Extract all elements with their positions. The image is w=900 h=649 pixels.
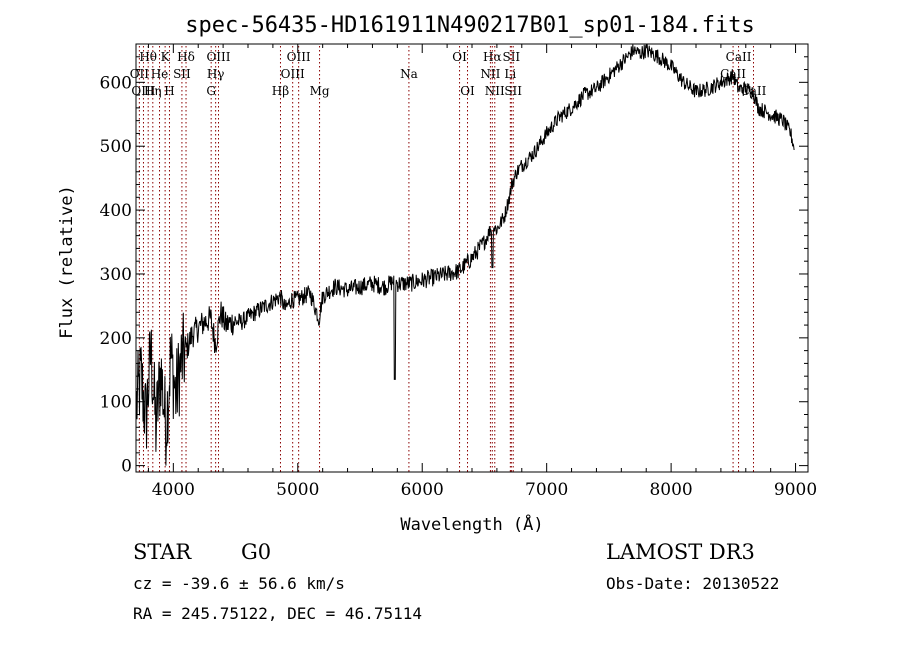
spectrum-line (136, 44, 795, 466)
line-label-6: SII (173, 67, 191, 81)
chart-title: spec-56435-HD161911N490217B01_sp01-184.f… (185, 13, 755, 38)
line-label-10: Hγ (207, 67, 225, 81)
line-label-18: OI (460, 84, 475, 98)
line-label-7: H (164, 84, 174, 98)
subclass-label: G0 (241, 540, 272, 564)
x-tick-label-1: 5000 (276, 480, 319, 500)
coordinates: RA = 245.75122, DEC = 46.75114 (133, 604, 422, 623)
x-axis-label: Wavelength (Å) (400, 513, 543, 535)
obs-date: Obs-Date: 20130522 (606, 574, 780, 593)
y-tick-label-6: 600 (100, 73, 132, 93)
x-tick-label-2: 6000 (401, 480, 444, 500)
line-label-8: Hδ (177, 50, 195, 64)
line-label-16: Na (400, 67, 418, 81)
line-label-3: K (161, 50, 171, 64)
line-label-17: OI (452, 50, 467, 64)
line-label-21: NII (485, 84, 505, 98)
y-tick-label-1: 100 (100, 393, 132, 413)
y-axis-label: Flux (relative) (57, 185, 77, 339)
line-label-25: CaII (726, 50, 752, 64)
line-label-9: OIII (206, 50, 230, 64)
line-label-5: Hη (144, 84, 162, 98)
x-tick-label-4: 8000 (649, 480, 692, 500)
line-label-23: Li (504, 67, 516, 81)
line-label-14: OIII (281, 67, 305, 81)
x-tick-label-0: 4000 (152, 480, 195, 500)
line-label-4: He (151, 67, 169, 81)
line-label-13: OIII (287, 50, 311, 64)
line-label-0: Hθ (139, 50, 157, 64)
line-label-22: SII (502, 50, 520, 64)
line-label-24: SII (504, 84, 522, 98)
spectrum-chart: spec-56435-HD161911N490217B01_sp01-184.f… (57, 13, 817, 535)
x-tick-label-3: 7000 (525, 480, 568, 500)
line-label-19: Hα (483, 50, 502, 64)
y-tick-label-2: 200 (100, 329, 132, 349)
class-label: STAR (133, 540, 192, 564)
x-tick-label-5: 9000 (774, 480, 817, 500)
survey-label: LAMOST DR3 (606, 540, 755, 564)
redshift-readout: cz = -39.6 ± 56.6 km/s (133, 574, 345, 593)
y-tick-label-0: 0 (121, 457, 132, 477)
line-label-1: OII (130, 67, 150, 81)
y-tick-label-3: 300 (100, 265, 132, 285)
line-label-2: OIII (131, 84, 155, 98)
line-label-12: Hβ (272, 84, 289, 98)
line-label-15: Mg (310, 84, 330, 98)
y-tick-label-4: 400 (100, 201, 132, 221)
line-label-11: G (206, 84, 216, 98)
y-tick-label-5: 500 (100, 137, 132, 157)
line-label-20: NII (480, 67, 500, 81)
